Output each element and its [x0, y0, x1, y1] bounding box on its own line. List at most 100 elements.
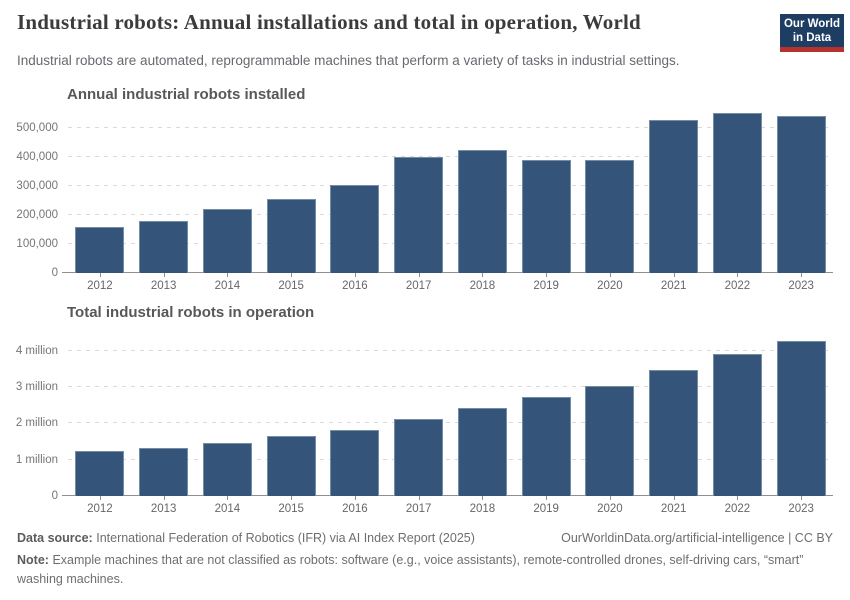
bar-2015[interactable] — [266, 435, 316, 496]
x-tick-label-2016: 2016 — [342, 280, 368, 292]
data-source-text: International Federation of Robotics (IF… — [96, 531, 475, 545]
y-tick-label: 100,000 — [16, 238, 58, 251]
bar-2013[interactable] — [139, 447, 189, 496]
x-tick-mark — [99, 496, 101, 500]
x-axis-baseline — [62, 495, 833, 496]
bar-2019[interactable] — [521, 159, 571, 273]
data-source: Data source: International Federation of… — [17, 531, 475, 545]
gridline — [68, 386, 833, 388]
bar-2014[interactable] — [202, 208, 252, 273]
x-slot: 2016 — [323, 496, 387, 515]
footer-note: Note: Example machines that are not clas… — [17, 551, 835, 590]
x-tick-mark — [546, 496, 548, 500]
bar-2022[interactable] — [712, 354, 762, 496]
x-tick-label-2017: 2017 — [405, 503, 432, 515]
bar-2013[interactable] — [139, 221, 189, 273]
x-tick-label-2022: 2022 — [724, 503, 751, 515]
bar-slot — [514, 397, 578, 496]
bar-slot — [706, 112, 770, 273]
x-tick-label-2012: 2012 — [87, 503, 113, 515]
x-tick-label-2023: 2023 — [788, 280, 814, 292]
page-title: Industrial robots: Annual installations … — [17, 10, 641, 34]
chart-title-annual-installed: Annual industrial robots installed — [67, 86, 306, 103]
bar-2018[interactable] — [457, 407, 507, 496]
x-slot: 2021 — [642, 273, 706, 292]
x-slot: 2017 — [387, 496, 451, 515]
bar-2020[interactable] — [585, 386, 635, 496]
x-tick-label-2021: 2021 — [660, 503, 687, 515]
bar-2023[interactable] — [776, 116, 826, 273]
x-tick-label-2020: 2020 — [597, 503, 623, 515]
bar-2017[interactable] — [394, 157, 444, 273]
x-slot: 2022 — [706, 273, 770, 292]
bar-slot — [769, 340, 833, 496]
bar-slot — [132, 447, 196, 496]
bar-2012[interactable] — [75, 226, 125, 273]
bar-2016[interactable] — [330, 184, 380, 273]
x-tick-label-2018: 2018 — [469, 280, 496, 292]
bar-slot — [68, 451, 132, 496]
x-tick-mark — [546, 273, 548, 277]
x-tick-mark — [99, 273, 101, 277]
x-slot: 2013 — [132, 273, 196, 292]
bar-2015[interactable] — [266, 199, 316, 273]
x-tick-label-2015: 2015 — [278, 503, 304, 515]
gridline — [68, 243, 833, 245]
x-tick-mark — [227, 273, 229, 277]
bar-slot — [514, 159, 578, 273]
x-tick-mark — [737, 496, 739, 500]
data-source-label: Data source: — [17, 531, 93, 545]
bar-2018[interactable] — [457, 150, 507, 273]
bar-2016[interactable] — [330, 429, 380, 496]
x-slot: 2022 — [706, 496, 770, 515]
gridline — [68, 214, 833, 216]
bar-2021[interactable] — [649, 369, 699, 496]
gridline — [68, 156, 833, 158]
x-tick-mark — [354, 496, 356, 500]
x-slot: 2018 — [451, 273, 515, 292]
bar-2020[interactable] — [585, 159, 635, 273]
x-tick-mark — [609, 496, 611, 500]
bar-slot — [132, 221, 196, 273]
x-slot: 2017 — [387, 273, 451, 292]
x-tick-label-2023: 2023 — [788, 503, 814, 515]
x-axis-labels: 2012 2013 2014 2015 2016 2017 2018 2019 2020 2021… — [68, 273, 833, 292]
attribution: OurWorldinData.org/artificial-intelligen… — [561, 531, 833, 545]
bar-slot — [451, 150, 515, 273]
bar-slot — [642, 120, 706, 273]
note-label: Note: — [17, 553, 49, 567]
x-tick-label-2014: 2014 — [214, 280, 241, 292]
x-tick-label-2022: 2022 — [724, 280, 751, 292]
owid-logo-red-bar — [780, 47, 844, 52]
x-tick-label-2013: 2013 — [150, 280, 177, 292]
gridline — [68, 422, 833, 424]
x-tick-label-2013: 2013 — [150, 503, 177, 515]
bar-2014[interactable] — [202, 442, 252, 496]
x-slot: 2014 — [196, 273, 260, 292]
bar-2023[interactable] — [776, 340, 826, 496]
bar-2021[interactable] — [649, 120, 699, 273]
x-slot: 2019 — [514, 496, 578, 515]
owid-logo[interactable]: Our World in Data — [780, 14, 844, 52]
bar-slot — [196, 442, 260, 496]
note-text: Example machines that are not classified… — [17, 553, 804, 587]
x-slot: 2015 — [259, 273, 323, 292]
bar-slot — [323, 184, 387, 273]
x-slot: 2021 — [642, 496, 706, 515]
bar-2022[interactable] — [712, 112, 762, 273]
x-tick-mark — [673, 496, 675, 500]
bar-2019[interactable] — [521, 397, 571, 496]
gridline — [68, 127, 833, 129]
x-tick-mark — [291, 273, 293, 277]
x-tick-label-2012: 2012 — [87, 280, 113, 292]
y-tick-label: 0 — [51, 267, 58, 279]
y-tick-label: 300,000 — [16, 180, 58, 193]
x-slot: 2020 — [578, 273, 642, 292]
x-slot: 2012 — [68, 273, 132, 292]
bar-2017[interactable] — [394, 418, 444, 496]
gridline — [68, 349, 833, 351]
y-tick-label: 200,000 — [16, 209, 58, 222]
x-slot: 2015 — [259, 496, 323, 515]
x-tick-mark — [163, 273, 165, 277]
bar-2012[interactable] — [75, 451, 125, 496]
